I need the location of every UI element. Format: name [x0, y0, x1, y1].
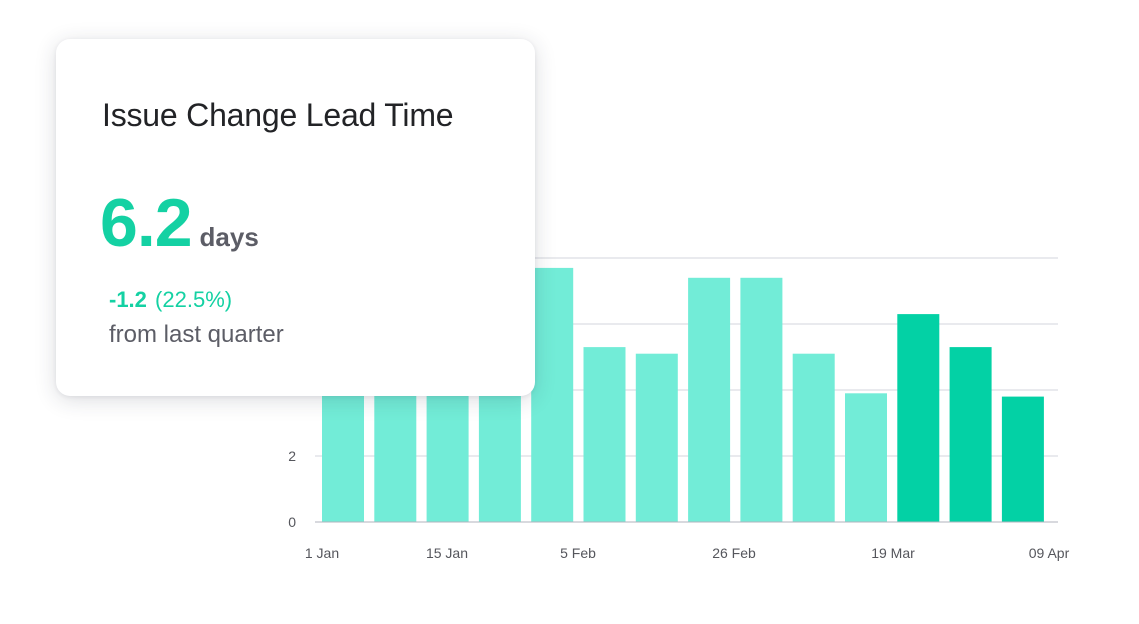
- card-title: Issue Change Lead Time: [102, 97, 454, 133]
- bar-14: [1001, 396, 1044, 522]
- bar-3: [426, 390, 469, 522]
- bars: [322, 267, 1044, 522]
- change-indicator: -1.2 (22.5%): [109, 287, 232, 313]
- bar-12: [897, 314, 940, 522]
- y-tick-label-2: 2: [288, 448, 296, 464]
- bar-9: [740, 277, 783, 522]
- comparison-text: from last quarter: [109, 321, 284, 348]
- bar-5: [531, 267, 574, 522]
- bar-4: [478, 390, 521, 522]
- metric-unit: days: [199, 222, 259, 252]
- x-tick-label: 09 Apr: [1029, 545, 1070, 561]
- metric-display: 6.2 days: [100, 184, 259, 262]
- x-tick-label: 26 Feb: [712, 545, 756, 561]
- x-tick-label: 15 Jan: [426, 545, 468, 561]
- bar-13: [949, 347, 992, 522]
- metric-card: Issue Change Lead Time 6.2 days -1.2 (22.…: [56, 39, 535, 396]
- x-tick-label: 19 Mar: [871, 545, 915, 561]
- y-tick-label-0: 0: [288, 514, 296, 530]
- bar-7: [635, 353, 678, 522]
- metric-value: 6.2: [100, 185, 193, 261]
- bar-10: [792, 353, 835, 522]
- bar-8: [688, 277, 731, 522]
- change-delta: -1.2: [109, 287, 147, 312]
- change-percent: (22.5%): [155, 287, 233, 312]
- bar-6: [583, 347, 626, 522]
- x-tick-label: 1 Jan: [305, 545, 339, 561]
- bar-1: [322, 390, 364, 522]
- axes: 0 2 1 Jan 15 Jan 5 Feb 26 Feb 19 Mar 09 Apr: [288, 448, 1069, 561]
- x-tick-label: 5 Feb: [560, 545, 596, 561]
- bar-2: [374, 390, 417, 522]
- bar-11: [845, 393, 887, 522]
